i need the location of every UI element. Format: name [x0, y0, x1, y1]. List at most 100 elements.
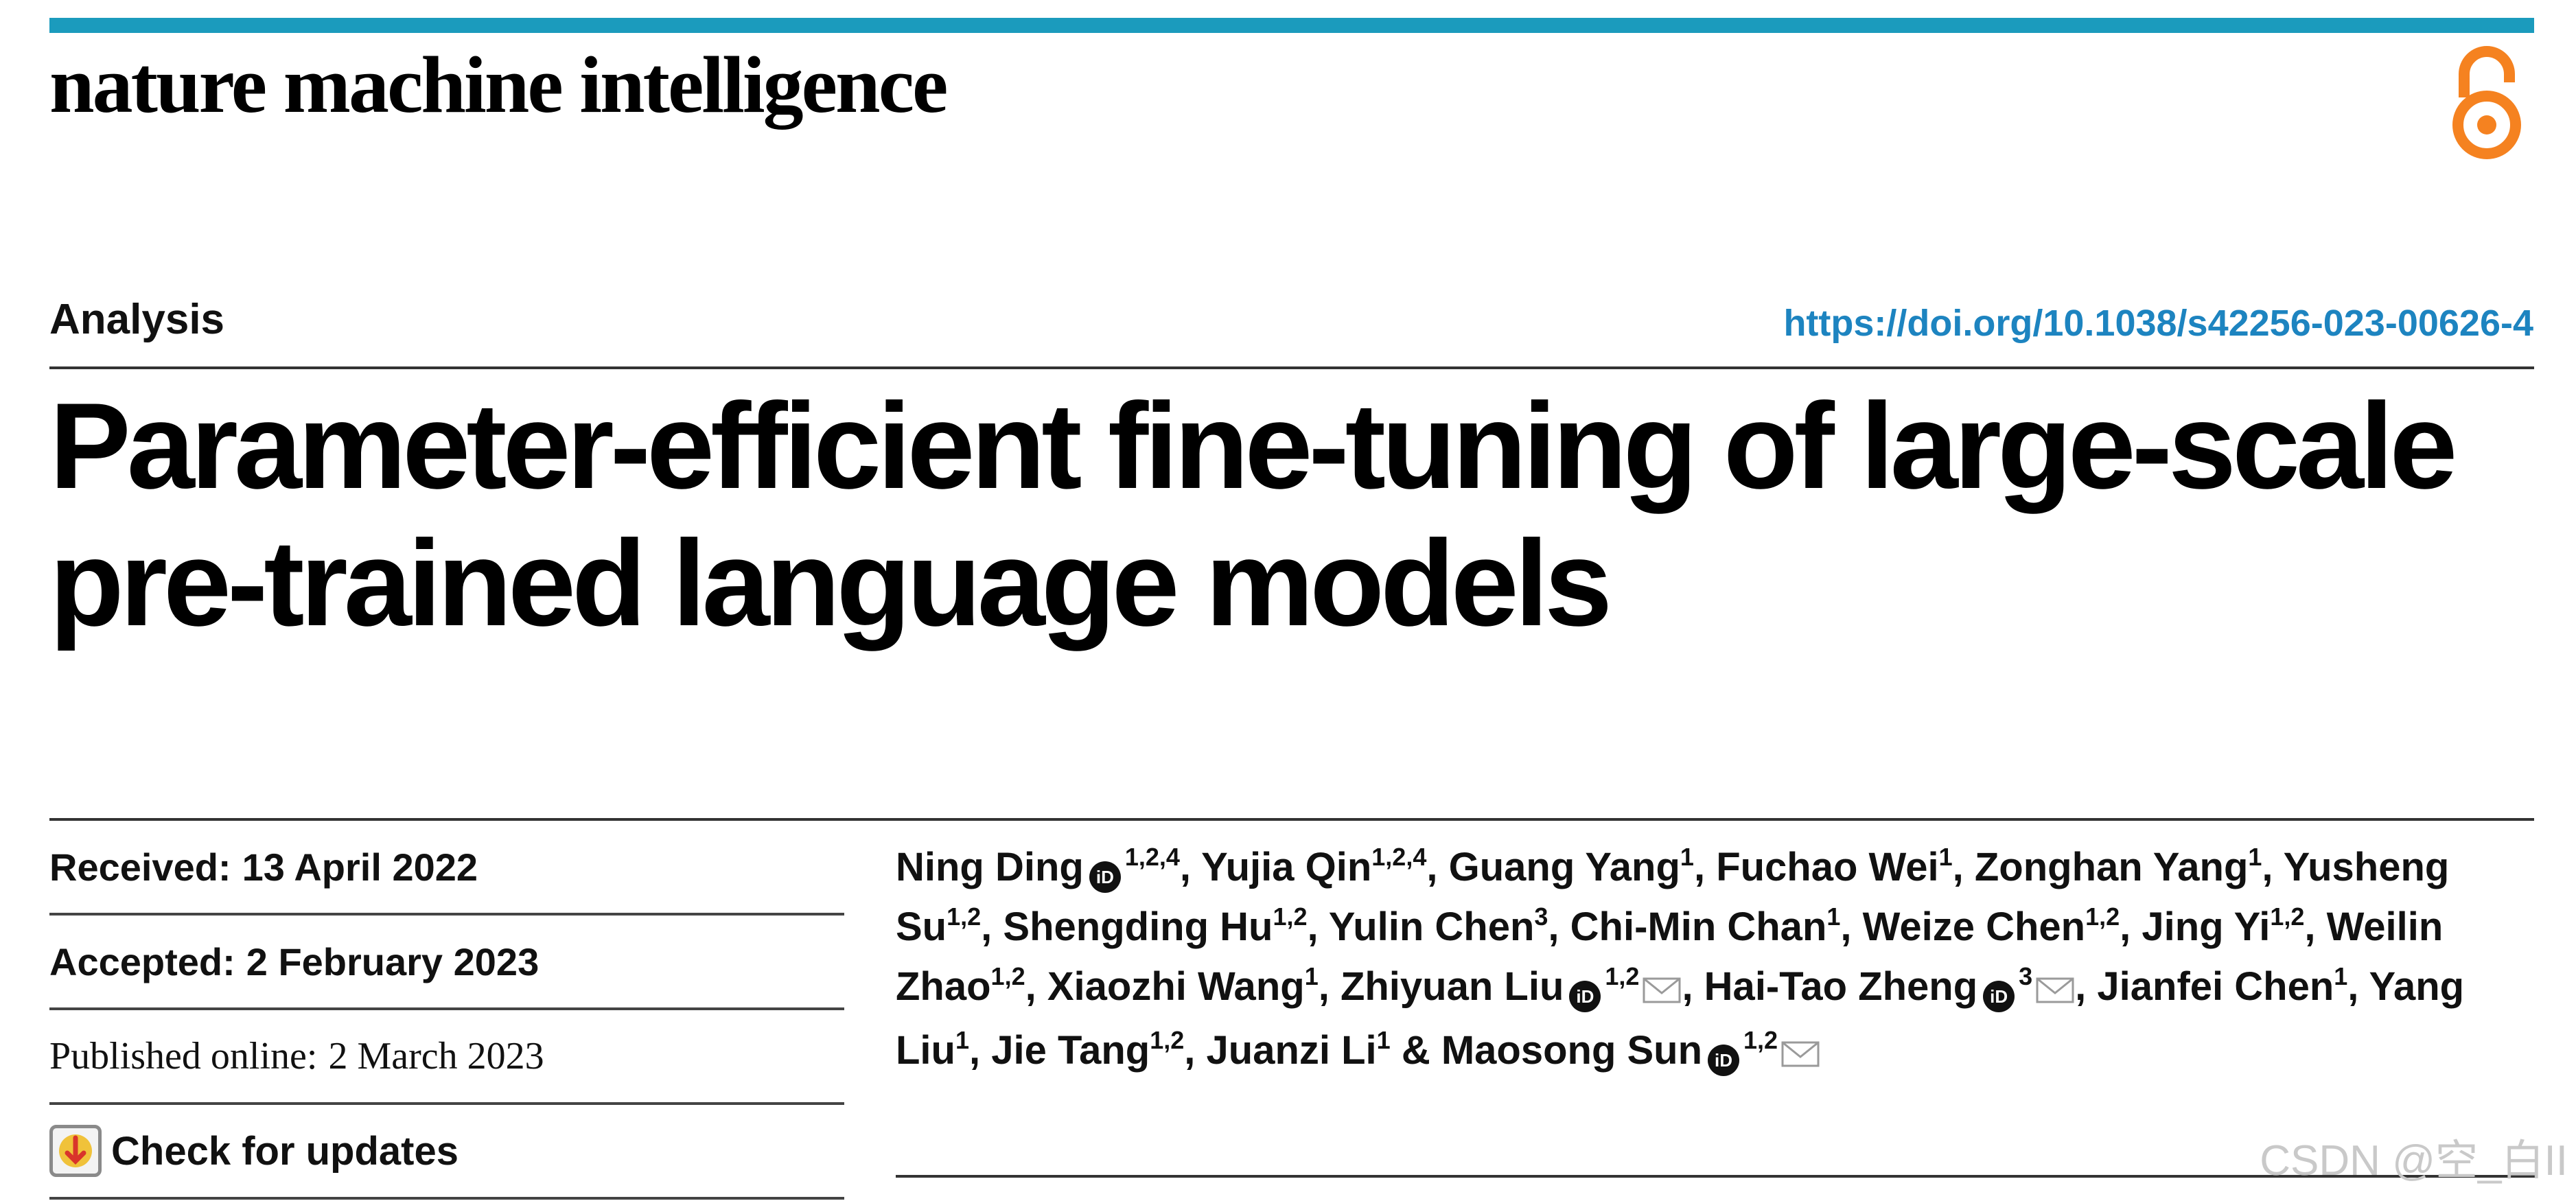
author-affiliation: 1: [1938, 843, 1953, 871]
orcid-icon[interactable]: iD: [1089, 861, 1121, 893]
author-separator: ,: [1682, 964, 1704, 1009]
author-item: Jing Yi1,2,: [2142, 902, 2326, 950]
journal-name[interactable]: nature machine intelligence: [49, 40, 948, 130]
author-item: Hai-Tao Zheng iD3,: [1704, 962, 2098, 1012]
published-value: 2 March 2023: [328, 1035, 544, 1077]
author-item: Juanzi Li1 &: [1207, 1028, 1441, 1073]
email-icon[interactable]: [1642, 961, 1682, 1021]
accepted-value: 2 February 2023: [246, 940, 539, 983]
author-affiliation: 1,2: [1743, 1026, 1778, 1054]
author-affiliation: 1: [2334, 962, 2348, 990]
author-name[interactable]: Jie Tang: [991, 1028, 1150, 1073]
author-item: Chi-Min Chan1,: [1570, 902, 1863, 950]
orcid-icon[interactable]: iD: [1708, 1045, 1740, 1076]
received-value: 13 April 2022: [242, 845, 478, 889]
author-separator: ,: [1184, 1028, 1207, 1073]
author-affiliation: 1: [1680, 843, 1694, 871]
author-name[interactable]: Jing Yi: [2142, 905, 2271, 949]
author-separator: ,: [1952, 845, 1975, 889]
author-separator: ,: [981, 905, 1003, 949]
author-item: Yujia Qin1,2,4,: [1201, 843, 1449, 890]
author-separator: ,: [2262, 845, 2284, 889]
author-affiliation: 1,2: [1150, 1026, 1185, 1054]
divider: [49, 818, 2534, 821]
author-name[interactable]: Hai-Tao Zheng: [1704, 964, 1978, 1009]
author-name[interactable]: Zhiyuan Liu: [1340, 964, 1564, 1009]
author-name[interactable]: Xiaozhi Wang: [1047, 964, 1305, 1009]
author-item: Yusheng Su1,2,: [896, 845, 2449, 949]
author-name[interactable]: Juanzi Li: [1206, 1028, 1377, 1073]
received-date: Received: 13 April 2022: [49, 821, 844, 916]
author-item: Jianfei Chen1,: [2097, 962, 2369, 1010]
author-name[interactable]: Weilin Zhao: [896, 905, 2444, 1009]
email-icon[interactable]: [1780, 1025, 1820, 1084]
author-affiliation: 1,2: [990, 962, 1025, 990]
author-affiliation: 1,2: [2270, 902, 2305, 931]
author-name[interactable]: Weize Chen: [1862, 905, 2086, 949]
author-affiliation: 1,2,4: [1124, 843, 1180, 871]
article-dates: Received: 13 April 2022 Accepted: 2 Febr…: [49, 821, 844, 1200]
author-item: Zonghan Yang1,: [1974, 845, 2284, 890]
author-item: Fuchao Wei1,: [1716, 843, 1975, 890]
accepted-label: Accepted:: [49, 940, 235, 983]
author-separator: ,: [2075, 964, 2098, 1009]
author-name[interactable]: Yang Liu: [896, 964, 2465, 1073]
author-list: Ning Ding iD1,2,4, Yujia Qin1,2,4, Guang …: [896, 837, 2543, 1084]
divider: [896, 1175, 2536, 1178]
author-name[interactable]: Guang Yang: [1448, 845, 1680, 889]
author-affiliation: 1,2: [1605, 962, 1640, 990]
author-separator: ,: [1025, 964, 1047, 1009]
author-item: Maosong Sun iD1,2: [1441, 1026, 1820, 1076]
author-name[interactable]: Yujia Qin: [1201, 845, 1372, 889]
author-separator: ,: [1179, 845, 1202, 889]
author-separator: ,: [1426, 845, 1449, 889]
author-name[interactable]: Maosong Sun: [1441, 1028, 1703, 1073]
author-item: Xiaozhi Wang1,: [1047, 962, 1341, 1010]
check-for-updates-button[interactable]: Check for updates: [49, 1105, 844, 1200]
author-item: Jie Tang1,2,: [991, 1028, 1206, 1073]
author-name[interactable]: Fuchao Wei: [1716, 845, 1939, 889]
published-date: Published online: 2 March 2023: [49, 1010, 844, 1105]
author-separator: ,: [1548, 905, 1570, 949]
author-item: Guang Yang1,: [1448, 843, 1717, 890]
author-name[interactable]: Shengding Hu: [1003, 905, 1273, 949]
orcid-icon[interactable]: iD: [1569, 981, 1601, 1012]
author-name[interactable]: Zonghan Yang: [1974, 845, 2249, 889]
received-label: Received:: [49, 845, 231, 889]
orcid-icon[interactable]: iD: [1983, 981, 2015, 1012]
check-for-updates-label: Check for updates: [111, 1128, 459, 1174]
author-affiliation: 1: [1376, 1026, 1391, 1054]
author-item: Shengding Hu1,2,: [1003, 905, 1329, 950]
author-affiliation: 1,2: [2085, 902, 2120, 931]
article-title-line-1: Parameter-efficient fine-tuning of large…: [49, 377, 2457, 514]
accepted-date: Accepted: 2 February 2023: [49, 916, 844, 1010]
article-type: Analysis: [49, 296, 225, 343]
divider: [49, 366, 2534, 369]
author-name[interactable]: Yusheng Su: [896, 845, 2450, 949]
author-affiliation: 1: [955, 1026, 970, 1054]
author-item: Weize Chen1,2,: [1862, 902, 2142, 950]
article-title-line-2: pre-trained language models: [49, 515, 1612, 651]
author-affiliation: 3: [2019, 962, 2033, 990]
author-item: Ning Ding iD1,2,4,: [896, 843, 1202, 893]
email-icon[interactable]: [2035, 961, 2075, 1021]
author-separator: ,: [1318, 964, 1341, 1009]
doi-link[interactable]: https://doi.org/10.1038/s42256-023-00626…: [1783, 303, 2533, 344]
author-name[interactable]: Chi-Min Chan: [1570, 905, 1827, 949]
published-label: Published online:: [49, 1035, 318, 1077]
author-affiliation: 1,2,4: [1371, 843, 1427, 871]
author-name[interactable]: Jianfei Chen: [2097, 964, 2334, 1009]
author-item: Weilin Zhao1,2,: [896, 905, 2443, 1009]
author-affiliation: 1,2: [947, 902, 982, 931]
open-access-lock-icon: [2452, 46, 2521, 159]
author-item: Zhiyuan Liu iD1,2,: [1340, 962, 1704, 1012]
author-separator: &: [1390, 1028, 1441, 1073]
author-separator: ,: [1307, 905, 1329, 949]
author-name[interactable]: Yulin Chen: [1328, 905, 1535, 949]
author-affiliation: 1: [1304, 962, 1319, 990]
author-affiliation: 1: [1826, 902, 1841, 931]
author-item: Yang Liu1,: [896, 964, 2464, 1073]
author-separator: ,: [1693, 845, 1717, 889]
check-for-updates-icon: [49, 1125, 102, 1177]
author-name[interactable]: Ning Ding: [896, 845, 1084, 889]
